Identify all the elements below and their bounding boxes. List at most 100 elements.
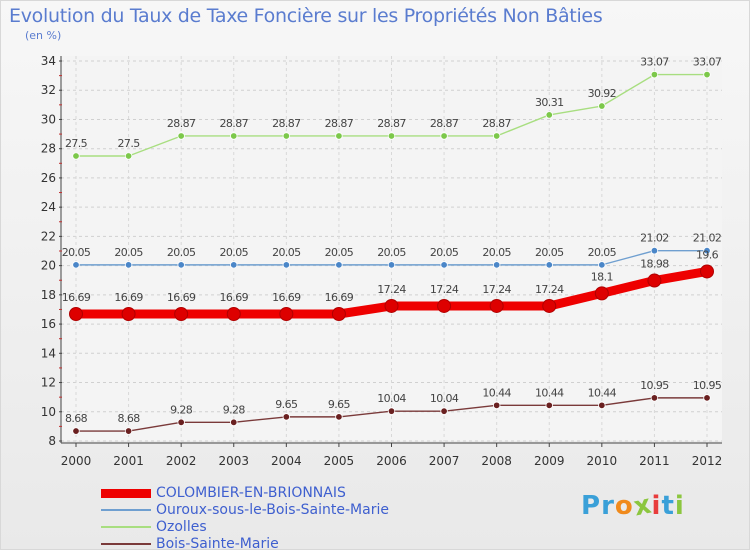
logo-letter: i [651, 491, 662, 521]
data-point [124, 261, 133, 269]
chart-title: Evolution du Taux de Taxe Foncière sur l… [9, 5, 603, 27]
x-tick-label: 2003 [218, 454, 249, 468]
data-label: 16.69 [220, 291, 249, 304]
data-label: 16.69 [325, 291, 354, 304]
data-label: 20.05 [114, 246, 143, 259]
data-label: 20.05 [62, 246, 91, 259]
data-label: 9.65 [275, 398, 298, 411]
data-label: 20.05 [167, 246, 196, 259]
x-tick-label: 2011 [639, 454, 670, 468]
legend-item: Bois-Sainte-Marie [101, 536, 431, 553]
data-point [72, 261, 80, 269]
x-tick-label: 2005 [324, 454, 355, 468]
data-point [489, 298, 504, 313]
x-tick-label: 2007 [429, 454, 460, 468]
data-point [647, 273, 662, 288]
legend-label: Bois-Sainte-Marie [156, 536, 279, 552]
legend-swatch [101, 488, 151, 498]
y-tick-label: 12 [41, 376, 56, 390]
chart-subtitle: (en %) [25, 29, 62, 42]
data-label: 10.04 [377, 392, 406, 405]
data-point [387, 132, 396, 140]
data-label: 20.05 [588, 246, 617, 259]
data-point [700, 264, 714, 279]
y-tick-label: 30 [41, 112, 56, 126]
data-point [545, 261, 553, 269]
data-point [124, 152, 133, 160]
data-label: 18.98 [640, 258, 669, 271]
data-point [121, 306, 136, 321]
data-point [650, 247, 659, 255]
data-label: 27.5 [65, 137, 88, 150]
data-point [440, 407, 448, 415]
y-tick-label: 28 [41, 142, 56, 156]
data-label: 16.69 [272, 291, 301, 304]
logo-letter: o [614, 491, 634, 521]
data-label: 10.95 [640, 379, 669, 392]
data-point [598, 102, 606, 110]
data-point [492, 261, 501, 269]
data-label: 27.5 [118, 137, 141, 150]
y-tick-label: 8 [48, 434, 56, 448]
data-label: 17.24 [430, 283, 459, 296]
x-tick-label: 2012 [692, 454, 723, 468]
data-label: 16.69 [114, 291, 143, 304]
legend-label: Ouroux-sous-le-Bois-Sainte-Marie [156, 502, 389, 518]
data-label: 10.44 [588, 386, 617, 399]
data-label: 9.28 [223, 403, 246, 416]
data-label: 30.92 [588, 87, 617, 100]
legend-item: Ouroux-sous-le-Bois-Sainte-Marie [101, 502, 431, 519]
data-point [492, 401, 501, 410]
y-tick-label: 16 [41, 317, 56, 331]
data-label: 28.87 [167, 117, 196, 130]
data-label: 33.07 [640, 56, 669, 69]
data-point [703, 247, 711, 255]
data-point [282, 261, 291, 269]
data-label: 28.87 [430, 117, 459, 130]
x-tick-label: 2008 [481, 454, 512, 468]
data-point [598, 261, 606, 269]
data-label: 10.95 [693, 379, 722, 392]
data-point [437, 298, 452, 313]
data-label: 18.1 [591, 270, 613, 283]
data-point [177, 261, 185, 269]
data-label: 28.87 [272, 117, 301, 130]
data-label: 20.05 [377, 246, 406, 259]
legend-swatch [101, 526, 151, 528]
data-label: 28.87 [325, 117, 354, 130]
data-label: 16.69 [167, 291, 196, 304]
legend-swatch [101, 543, 151, 545]
data-label: 20.05 [482, 246, 511, 259]
data-point [177, 132, 185, 140]
legend-item: COLOMBIER-EN-BRIONNAIS [101, 485, 431, 502]
data-label: 28.87 [377, 117, 406, 130]
data-label: 17.24 [482, 283, 511, 296]
y-tick-label: 18 [41, 288, 56, 302]
data-point [384, 298, 399, 313]
y-tick-label: 14 [41, 346, 56, 360]
data-point [279, 306, 294, 321]
data-label: 8.68 [118, 412, 141, 425]
x-tick-label: 2004 [271, 454, 302, 468]
data-point [440, 132, 448, 140]
data-point [440, 261, 448, 269]
legend-swatch [101, 509, 151, 511]
data-label: 20.05 [325, 246, 354, 259]
data-point [72, 427, 80, 435]
x-tick-label: 2002 [166, 454, 197, 468]
data-point [230, 418, 238, 426]
data-point [545, 401, 553, 410]
data-label: 21.02 [640, 232, 669, 245]
data-point [230, 132, 238, 140]
y-tick-label: 24 [41, 200, 56, 214]
y-tick-label: 22 [41, 229, 56, 243]
data-label: 20.05 [272, 246, 301, 259]
x-tick-label: 2001 [113, 454, 144, 468]
legend-label: COLOMBIER-EN-BRIONNAIS [156, 485, 346, 501]
legend-label: Ozolles [156, 519, 207, 535]
logo-letter: P [581, 491, 602, 521]
y-tick-label: 34 [41, 54, 56, 68]
data-point [174, 306, 189, 321]
